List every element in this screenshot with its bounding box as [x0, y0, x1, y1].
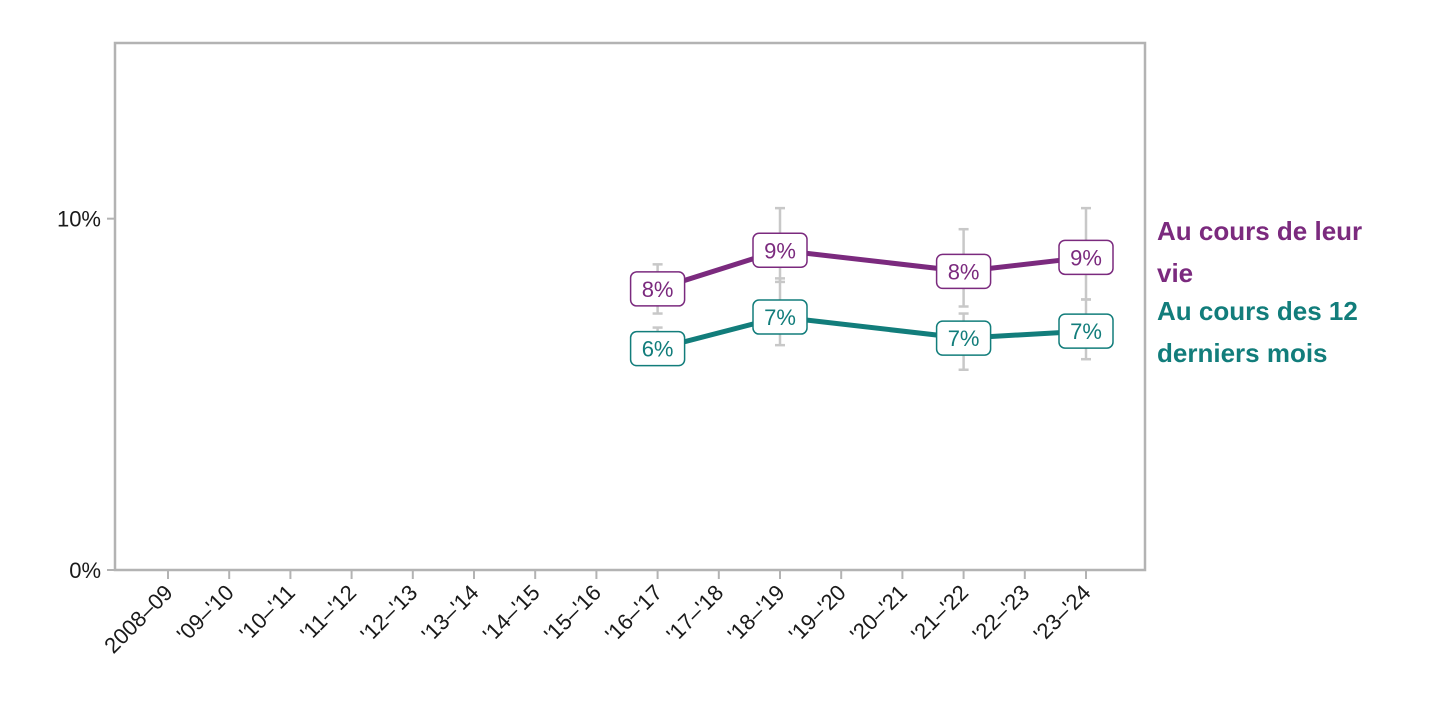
data-label-box: [629, 271, 686, 307]
series-line-2: [655, 314, 1089, 352]
x-tick-label: '10–'11: [234, 580, 300, 646]
data-label: 9%: [1070, 245, 1102, 270]
data-label: 8%: [948, 259, 980, 284]
data-label-box: [935, 320, 992, 356]
error-bars: [652, 206, 1091, 371]
data-label-box: [935, 253, 992, 290]
y-axis: 0% 10%: [57, 207, 115, 583]
legend-entry-2-line-1: Au cours des 12: [1157, 296, 1358, 326]
data-label: 7%: [948, 326, 980, 351]
y-tick-label: 0%: [69, 558, 101, 583]
x-tick-label: '23–'24: [1029, 580, 1096, 647]
data-label-box: [629, 330, 686, 367]
data-label-box: [1058, 239, 1114, 276]
x-tick-label: '09–'10: [172, 580, 239, 647]
x-tick-label: '22–'23: [967, 580, 1034, 647]
x-tick-label: '20–'21: [845, 580, 912, 647]
legend: Au cours de leur vie Au cours des 12 dernie…: [1157, 216, 1362, 368]
data-label-box: [752, 232, 808, 269]
x-tick-label: '16–'17: [600, 580, 667, 647]
series-line-1: [655, 247, 1089, 292]
legend-entry-1-line-2: vie: [1157, 258, 1193, 288]
x-tick-label: 2008–09: [99, 580, 177, 658]
data-label: 9%: [764, 238, 796, 263]
x-tick-label: '13–'14: [417, 580, 484, 647]
data-label: 7%: [1070, 319, 1102, 344]
data-label: 8%: [642, 277, 674, 302]
plot-frame: [113, 41, 1147, 572]
legend-entry-2-line-2: derniers mois: [1157, 338, 1328, 368]
legend-entry-1-line-1: Au cours de leur: [1157, 216, 1362, 246]
y-tick-label: 10%: [57, 207, 101, 232]
x-tick-label: '15–'16: [539, 580, 606, 647]
series-lines: [655, 247, 1089, 352]
x-tick-label: '12–'13: [355, 580, 422, 647]
data-label-box: [752, 299, 808, 335]
data-labels: 8% 9% 8% 9% 6% 7% 7% 7%: [629, 232, 1114, 367]
x-tick-label: '18–'19: [723, 580, 790, 647]
x-tick-label: '19–'20: [784, 580, 851, 647]
data-label: 7%: [764, 305, 796, 330]
x-axis: 2008–09'09–'10'10–'11'11–'12'12–'13'13–'…: [99, 570, 1096, 658]
x-tick-label: '17–'18: [661, 580, 728, 647]
data-label-box: [1058, 313, 1114, 349]
x-tick-label: '21–'22: [906, 580, 973, 647]
x-tick-label: '11–'12: [295, 580, 361, 646]
data-label: 6%: [642, 337, 674, 362]
x-tick-label: '14–'15: [478, 580, 545, 647]
